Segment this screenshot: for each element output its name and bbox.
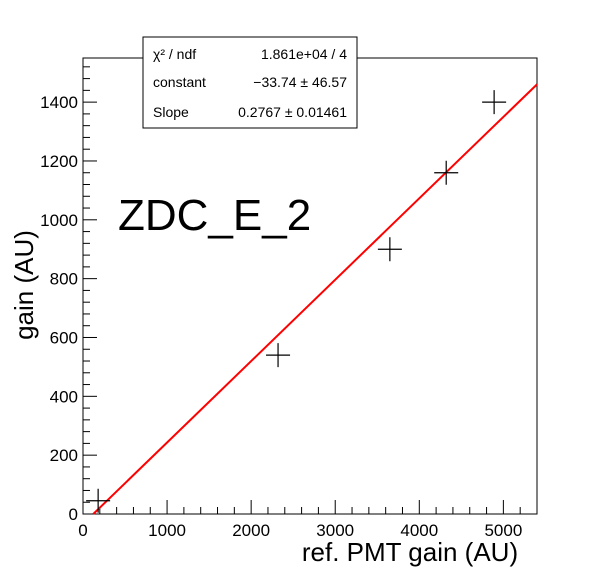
data-points: [86, 90, 507, 513]
stats-label-constant: constant: [153, 74, 206, 90]
y-axis-title: gain (AU): [9, 230, 39, 340]
stats-box: χ² / ndf 1.861e+04 / 4 constant −33.74 ±…: [142, 36, 358, 129]
fit-line: [92, 83, 538, 515]
data-point: [377, 237, 402, 262]
stats-value-constant: −33.74 ± 46.57: [253, 74, 347, 90]
x-tick-label: 0: [78, 521, 87, 540]
stats-value-chi2: 1.861e+04 / 4: [261, 46, 347, 62]
y-tick-label: 200: [50, 446, 78, 465]
data-point: [482, 90, 507, 115]
y-tick-labels: 0 200 400 600 800 1000 1200 1400: [40, 93, 78, 524]
y-tick-label: 1400: [40, 93, 78, 112]
x-tick-label: 3000: [316, 521, 354, 540]
fit-line-group: [92, 83, 538, 515]
stats-label-chi2: χ² / ndf: [153, 46, 196, 62]
y-tick-label: 400: [50, 387, 78, 406]
data-point: [86, 488, 111, 513]
data-point: [434, 160, 459, 185]
x-tick-labels: 0 1000 2000 3000 4000 5000: [78, 521, 522, 540]
x-tick-label: 5000: [484, 521, 522, 540]
stats-box-frame: [142, 36, 358, 129]
x-tick-label: 2000: [232, 521, 270, 540]
stats-label-slope: Slope: [153, 104, 189, 120]
data-point: [266, 343, 291, 368]
x-tick-label: 4000: [400, 521, 438, 540]
y-tick-label: 800: [50, 270, 78, 289]
x-axis-title: ref. PMT gain (AU): [302, 537, 518, 567]
plot-annotation: ZDC_E_2: [118, 191, 311, 240]
x-tick-label: 1000: [148, 521, 186, 540]
y-tick-label: 600: [50, 328, 78, 347]
y-tick-label: 1200: [40, 152, 78, 171]
y-tick-label: 1000: [40, 211, 78, 230]
y-tick-label: 0: [69, 505, 78, 524]
stats-value-slope: 0.2767 ± 0.01461: [238, 104, 347, 120]
axis-ticks: [82, 66, 538, 515]
